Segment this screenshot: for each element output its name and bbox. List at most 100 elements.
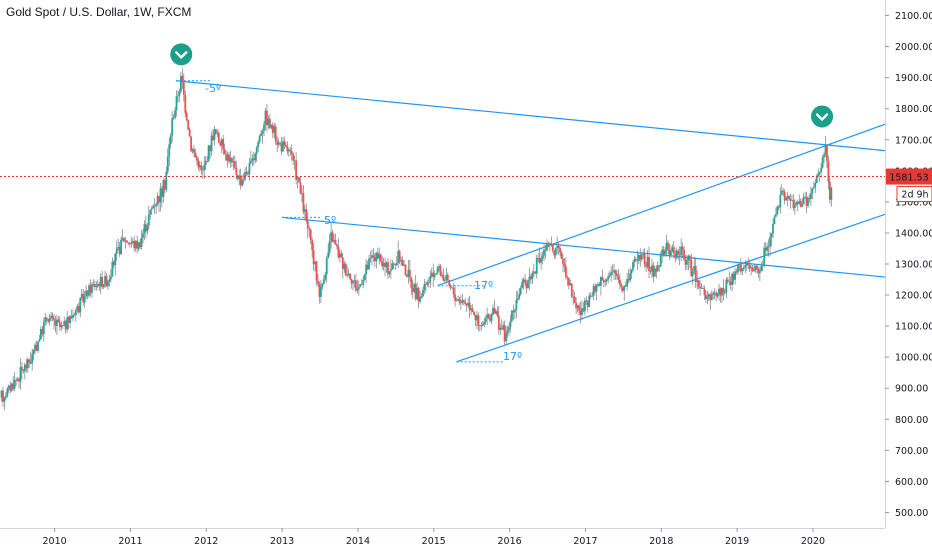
- candle-body: [72, 315, 74, 318]
- time-tick-label: 2013: [270, 536, 294, 547]
- candle-body: [513, 309, 516, 313]
- candle-body: [102, 284, 105, 288]
- candle-body: [381, 260, 384, 267]
- candle-body: [651, 265, 653, 272]
- trendline[interactable]: [282, 216, 886, 278]
- candle-body: [690, 259, 693, 277]
- markers[interactable]: [170, 43, 834, 128]
- candle-body: [133, 241, 136, 249]
- candle-body: [349, 273, 351, 280]
- candle-body: [255, 147, 258, 154]
- candle-body: [282, 141, 284, 152]
- candle-body: [328, 240, 331, 253]
- candle-body: [314, 261, 316, 265]
- candle-body: [118, 246, 121, 255]
- candle-body: [703, 288, 706, 295]
- candle-body: [245, 171, 248, 174]
- candle-body: [728, 281, 731, 282]
- candle-body: [21, 366, 23, 371]
- candle-body: [783, 191, 786, 201]
- candle-body: [828, 181, 831, 200]
- candle-body: [257, 142, 260, 148]
- candle-body: [569, 283, 572, 286]
- candle-body: [31, 354, 34, 364]
- candle-body: [286, 146, 289, 152]
- candle-body: [630, 269, 633, 274]
- candle-body: [67, 317, 70, 323]
- candle-body: [140, 237, 143, 247]
- candle-body: [69, 316, 71, 323]
- candle-body: [242, 179, 245, 181]
- time-tick-label: 2015: [422, 536, 446, 547]
- candle-body: [543, 249, 545, 256]
- price-axis[interactable]: 2100.002000.001900.001800.001700.001600.…: [885, 0, 932, 550]
- candle-body: [139, 242, 141, 247]
- time-axis[interactable]: 2010 2011 2012 2013 2014 2015 2016 2017 2018 2019…: [0, 528, 932, 550]
- candle-body: [767, 246, 770, 248]
- candle-body: [226, 154, 229, 161]
- trendline[interactable]: [456, 213, 886, 363]
- candle-body: [355, 280, 357, 291]
- price-tick-label: 700.00: [895, 446, 928, 457]
- candle-body: [792, 200, 795, 209]
- candle-body: [621, 287, 624, 291]
- candle-body: [769, 237, 771, 247]
- candle-body: [194, 152, 197, 158]
- candle-body: [42, 321, 45, 335]
- candle-body: [309, 229, 312, 241]
- candle-body: [236, 175, 239, 180]
- candle-body: [235, 167, 238, 176]
- candle-body: [726, 279, 729, 282]
- candle-body: [801, 204, 804, 207]
- candle-body: [780, 190, 783, 195]
- candle-body: [222, 139, 225, 150]
- trendline[interactable]: [437, 123, 886, 287]
- angle-guides: -5º -5º 17º 17º: [175, 80, 522, 363]
- candle-body: [442, 274, 445, 281]
- candle-body: [190, 136, 193, 152]
- last-price-badge: [886, 168, 932, 185]
- candle-body: [252, 158, 255, 161]
- candle-body: [406, 274, 408, 277]
- candle-body: [32, 349, 35, 355]
- candle-body: [445, 274, 448, 281]
- trendlines[interactable]: [175, 80, 886, 363]
- angle-label: 17º: [503, 350, 522, 363]
- candle-body: [483, 321, 486, 325]
- candle-body: [535, 257, 538, 274]
- check-marker-circle: [170, 43, 193, 66]
- candle-body: [47, 319, 50, 322]
- candle-body: [111, 261, 114, 277]
- candle-body: [623, 285, 626, 291]
- candle-body: [563, 263, 566, 267]
- candle-body: [45, 317, 48, 320]
- candle-body: [506, 330, 509, 334]
- candle-body: [22, 370, 25, 372]
- candle-body: [827, 161, 830, 182]
- candle-body: [171, 118, 174, 136]
- candle-body: [591, 295, 594, 297]
- candle-body: [153, 205, 156, 207]
- candle-body: [404, 264, 407, 275]
- time-tick-label: 2012: [194, 536, 218, 547]
- candle-body: [732, 273, 735, 280]
- candle-body: [715, 292, 718, 297]
- candle-body: [34, 344, 36, 350]
- candle-body: [492, 308, 494, 315]
- price-tick-label: 2100.00: [895, 11, 932, 22]
- candle-body: [289, 149, 292, 152]
- candle-body: [385, 262, 388, 268]
- candle-body: [325, 258, 328, 275]
- candle-body: [331, 232, 334, 242]
- check-marker-icon[interactable]: [811, 105, 834, 128]
- candle-body: [2, 390, 4, 402]
- candle-body: [467, 302, 470, 306]
- candle-body: [390, 269, 392, 272]
- check-marker-icon[interactable]: [170, 43, 193, 66]
- candle-body: [392, 263, 395, 265]
- candle-body: [104, 276, 106, 285]
- trendline[interactable]: [175, 80, 886, 152]
- candle-body: [142, 233, 144, 238]
- candle-body: [267, 118, 270, 126]
